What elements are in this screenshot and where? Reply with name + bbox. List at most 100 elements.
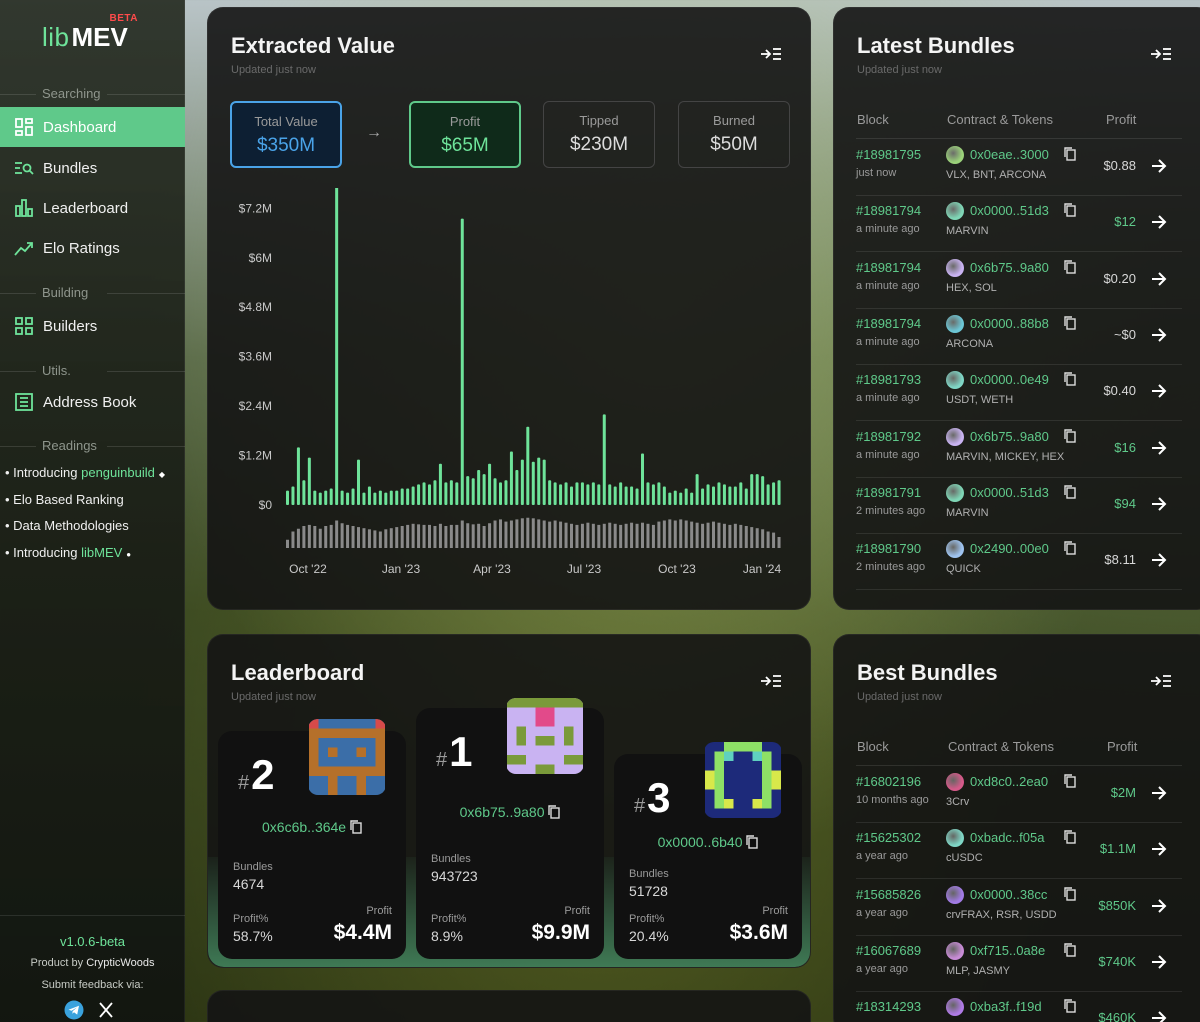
copy-icon[interactable] xyxy=(1063,259,1076,274)
profit-bar[interactable] xyxy=(362,492,366,505)
profit-bar[interactable] xyxy=(684,488,688,505)
stat-burned[interactable]: Burned $50M xyxy=(678,101,790,168)
profit-bar[interactable] xyxy=(668,492,672,505)
profit-bar[interactable] xyxy=(357,459,361,505)
bundle-row[interactable]: #18981790 2 minutes ago 0x2490..00e0 QUICK $… xyxy=(856,534,1182,591)
block-number-link[interactable]: #18981794 xyxy=(856,259,922,275)
copy-icon[interactable] xyxy=(350,820,362,837)
bundle-row[interactable]: #18981793 a minute ago 0x0000..0e49 USDT, W… xyxy=(856,365,1182,422)
profit-bar[interactable] xyxy=(537,457,541,505)
reading-data-methodologies[interactable]: • Data Methodologies xyxy=(5,518,129,533)
stat-total-value[interactable]: Total Value $350M xyxy=(230,101,342,168)
contract-address-link[interactable]: 0x6b75..9a80 xyxy=(970,428,1049,444)
copy-icon[interactable] xyxy=(1063,147,1076,161)
arrow-right-icon[interactable] xyxy=(1150,270,1168,288)
contract-address-link[interactable]: 0x0000..51d3 xyxy=(970,484,1049,500)
nav-leaderboard[interactable]: Leaderboard xyxy=(0,188,185,228)
stat-profit[interactable]: Profit $65M xyxy=(409,101,521,168)
contract-address-link[interactable]: 0x0000..88b8 xyxy=(970,315,1049,331)
profit-bar[interactable] xyxy=(346,492,350,505)
profit-bar[interactable] xyxy=(466,476,470,505)
nav-elo-ratings[interactable]: Elo Ratings xyxy=(0,228,185,268)
arrow-right-icon[interactable] xyxy=(1150,840,1168,858)
arrow-right-icon[interactable] xyxy=(1150,1009,1168,1022)
block-number-link[interactable]: #18981792 xyxy=(856,428,922,444)
profit-bar[interactable] xyxy=(488,463,492,505)
builder-address-link[interactable]: 0x0000..6b40 xyxy=(614,834,802,852)
copy-icon[interactable] xyxy=(746,835,759,852)
profit-bar[interactable] xyxy=(406,488,410,505)
bundle-row[interactable]: #18981794 a minute ago 0x0000..88b8 ARCONA ~… xyxy=(856,309,1182,365)
profit-bar[interactable] xyxy=(509,451,513,505)
profit-bar[interactable] xyxy=(384,492,388,505)
block-number-link[interactable]: #15625302 xyxy=(856,830,922,846)
profit-bar[interactable] xyxy=(717,482,721,505)
reading-elo-ranking[interactable]: • Elo Based Ranking xyxy=(5,492,124,507)
profit-bar[interactable] xyxy=(428,484,432,505)
arrow-right-icon[interactable] xyxy=(1150,495,1168,513)
nav-dashboard[interactable]: Dashboard xyxy=(0,107,185,147)
profit-bar[interactable] xyxy=(706,484,710,505)
profit-bar[interactable] xyxy=(318,492,322,505)
expand-icon[interactable] xyxy=(1151,46,1171,62)
arrow-right-icon[interactable] xyxy=(1150,157,1168,175)
contract-address-link[interactable]: 0xd8c0..2ea0 xyxy=(970,774,1049,789)
copy-icon[interactable] xyxy=(1063,428,1076,443)
profit-bar[interactable] xyxy=(411,486,415,505)
profit-bar[interactable] xyxy=(449,480,453,505)
profit-bar[interactable] xyxy=(733,486,737,505)
builder-address-link[interactable]: 0x6c6b..364e xyxy=(218,819,406,837)
profit-bar[interactable] xyxy=(351,488,355,505)
contract-address-link[interactable]: 0x2490..00e0 xyxy=(970,541,1049,557)
copy-icon[interactable] xyxy=(1063,999,1076,1013)
profit-bar[interactable] xyxy=(619,482,623,505)
copy-icon[interactable] xyxy=(1063,316,1076,330)
nav-address-book[interactable]: Address Book xyxy=(0,382,185,422)
expand-icon[interactable] xyxy=(1151,673,1171,689)
profit-bar[interactable] xyxy=(329,488,333,505)
telegram-icon[interactable] xyxy=(64,1000,84,1020)
arrow-right-icon[interactable] xyxy=(1150,213,1168,231)
copy-icon[interactable] xyxy=(1063,830,1076,844)
profit-bar[interactable] xyxy=(580,482,584,505)
profit-bar[interactable] xyxy=(389,490,393,505)
contract-address-link[interactable]: 0x6b75..9a80 xyxy=(970,259,1049,275)
copy-icon[interactable] xyxy=(1063,541,1076,555)
x-icon[interactable] xyxy=(96,1000,116,1020)
profit-bar[interactable] xyxy=(690,492,694,505)
contract-address-link[interactable]: 0x0eae..3000 xyxy=(970,147,1049,162)
profit-bar[interactable] xyxy=(761,476,765,505)
bundle-row[interactable]: #15685826 a year ago 0x0000..38cc crvFRAX, … xyxy=(856,880,1182,936)
profit-bar[interactable] xyxy=(422,482,426,505)
builder-address-link[interactable]: 0x6b75..9a80 xyxy=(416,804,604,822)
profit-bar[interactable] xyxy=(679,492,683,505)
profit-bar[interactable] xyxy=(673,490,677,505)
leaderboard-entry-3[interactable]: #3 0x0000..6b40 Bundles 51728 Profit% 20… xyxy=(614,742,802,959)
reading-penguinbuild[interactable]: • Introducing penguinbuild ◆ xyxy=(5,465,165,480)
profit-bar[interactable] xyxy=(493,478,497,505)
profit-bar[interactable] xyxy=(695,474,699,505)
contract-address-link[interactable]: 0x0000..51d3 xyxy=(970,203,1049,219)
profit-bar[interactable] xyxy=(526,426,530,505)
profit-bar[interactable] xyxy=(570,486,574,505)
bundle-row[interactable]: #18981791 2 minutes ago 0x0000..51d3 MARVIN… xyxy=(856,478,1182,534)
profit-bar[interactable] xyxy=(701,488,705,505)
profit-bar[interactable] xyxy=(367,486,371,505)
profit-bar[interactable] xyxy=(444,482,448,505)
expand-icon[interactable] xyxy=(761,46,781,62)
profit-bar[interactable] xyxy=(630,486,634,505)
profit-bar[interactable] xyxy=(504,480,508,505)
profit-bar[interactable] xyxy=(750,474,754,505)
profit-bar[interactable] xyxy=(766,484,770,505)
copy-icon[interactable] xyxy=(1063,485,1076,499)
block-number-link[interactable]: #18981794 xyxy=(856,315,922,331)
profit-bar[interactable] xyxy=(744,488,748,505)
contract-address-link[interactable]: 0x0000..38cc xyxy=(970,886,1048,902)
profit-bar[interactable] xyxy=(755,474,759,505)
profit-bar[interactable] xyxy=(651,484,655,505)
profit-bar[interactable] xyxy=(646,482,650,505)
leaderboard-entry-2[interactable]: #2 0x6c6b..364e Bundles 4674 Profit% 58.… xyxy=(218,719,406,959)
profit-bar[interactable] xyxy=(417,484,421,505)
block-number-link[interactable]: #18981791 xyxy=(856,484,922,500)
profit-bar[interactable] xyxy=(559,484,563,505)
